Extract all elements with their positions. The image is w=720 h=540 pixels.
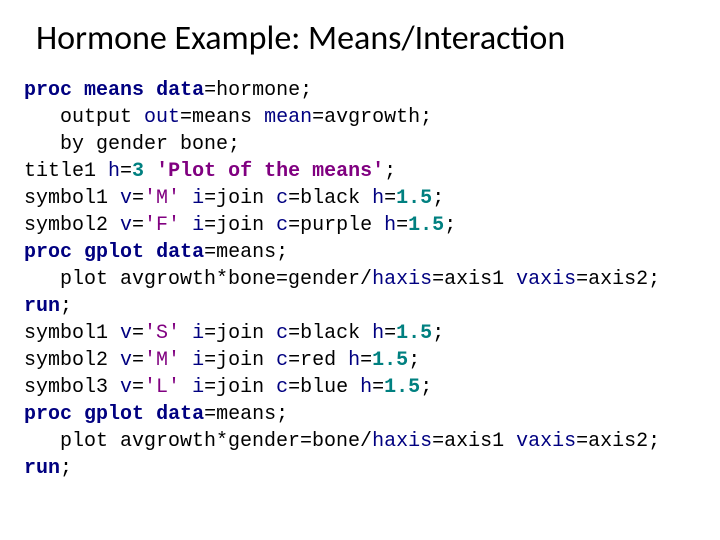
code-line-13: proc gplot data=means; (24, 403, 288, 426)
code-line-3: by gender bone; (24, 133, 240, 156)
code-line-8: plot avgrowth*bone=gender/haxis=axis1 va… (24, 268, 660, 291)
code-line-4: title1 h=3 'Plot of the means'; (24, 160, 396, 183)
code-line-11: symbol2 v='M' i=join c=red h=1.5; (24, 349, 420, 372)
sas-code-block: proc means data=hormone; output out=mean… (24, 77, 696, 482)
code-line-9: run; (24, 295, 72, 318)
code-line-6: symbol2 v='F' i=join c=purple h=1.5; (24, 214, 456, 237)
code-line-12: symbol3 v='L' i=join c=blue h=1.5; (24, 376, 432, 399)
code-line-1: proc means data=hormone; (24, 79, 312, 102)
code-line-14: plot avgrowth*gender=bone/haxis=axis1 va… (24, 430, 660, 453)
code-line-2: output out=means mean=avgrowth; (24, 106, 432, 129)
code-line-7: proc gplot data=means; (24, 241, 288, 264)
slide-title: Hormone Example: Means/Interaction (24, 18, 696, 59)
code-line-10: symbol1 v='S' i=join c=black h=1.5; (24, 322, 444, 345)
code-line-15: run; (24, 457, 72, 480)
code-line-5: symbol1 v='M' i=join c=black h=1.5; (24, 187, 444, 210)
slide: Hormone Example: Means/Interaction proc … (0, 0, 720, 540)
